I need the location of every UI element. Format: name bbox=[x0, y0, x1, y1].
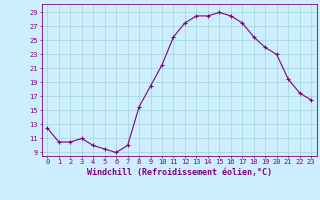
X-axis label: Windchill (Refroidissement éolien,°C): Windchill (Refroidissement éolien,°C) bbox=[87, 168, 272, 177]
